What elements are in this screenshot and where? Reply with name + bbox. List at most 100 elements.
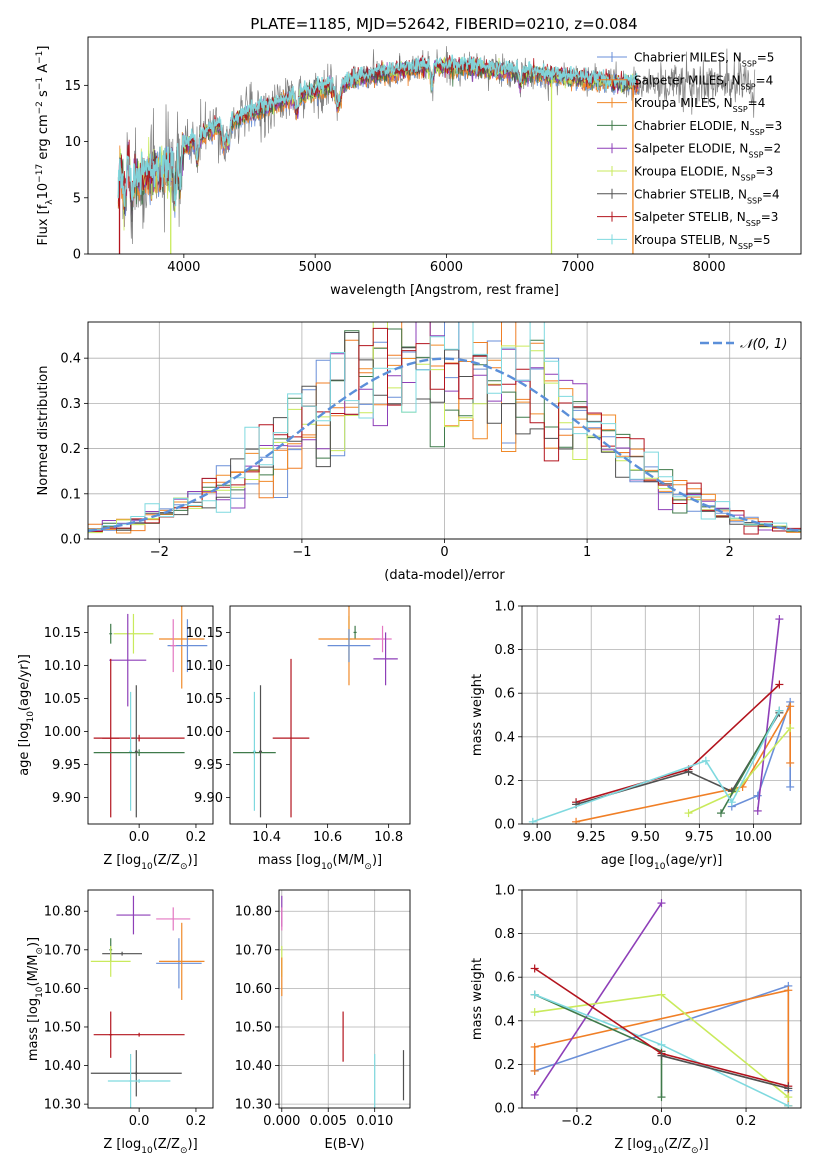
spectrum-lines [117,46,756,254]
y-tick-label: 0.0 [494,818,515,833]
legend-label: Chabrier STELIB, NSSP=4 [634,187,780,205]
series-marker [530,1090,539,1099]
axes-frame [229,605,411,825]
errorbar-point [109,1011,113,1058]
y-tick-label: 10.30 [235,1098,272,1113]
series-line [688,727,791,814]
y-tick-label: 0.8 [494,643,515,658]
y-tick-label: 9.90 [52,791,81,806]
y-tick-label: 10.70 [44,943,81,958]
series-marker [530,990,539,999]
errorbar-point [129,691,133,811]
series-marker [528,817,537,824]
x-tick-label: 0.005 [310,1114,347,1129]
spectrum-legend: Chabrier MILES, NSSP=5 Salpeter MILES, NS… [597,51,782,251]
series-marker [775,706,784,715]
errorbar-point [109,623,113,644]
series-line [533,989,790,1106]
series-marker [701,756,710,765]
legend-label: Chabrier ELODIE, NSSP=3 [634,119,782,137]
series-marker [786,702,795,711]
series-line [575,712,781,806]
y-axis-label: mass [log10(M/M⊙)] [26,937,45,1061]
legend-label: Kroupa STELIB, NSSP=5 [634,233,771,251]
x-tick-label: 8000 [693,260,726,275]
spectrum-panel: 4000 5000 6000 7000 8000 0 5 10 15 Chabrier MILES… [35,36,802,298]
legend-label: 𝒩(0, 1) [740,337,787,352]
series-marker [572,817,581,824]
errorbar-point [258,685,263,818]
x-axis-label: Z [log10(Z/Z⊙)] [614,1137,708,1156]
errorbar-point [109,613,147,707]
y-tick-label: 10.80 [44,905,81,920]
series-marker [530,1008,539,1017]
x-tick-label: 9.75 [685,830,714,845]
errorbar-point [93,734,185,742]
series-marker [727,798,736,807]
figure-title: PLATE=1185, MJD=52642, FIBERID=0210, z=0… [250,15,637,33]
errorbar-point [159,922,205,1000]
series-marker [530,964,539,973]
axes-frame [87,605,214,825]
series-line [661,1054,789,1090]
y-tick-label: 0.6 [494,687,515,702]
x-tick-label: 6000 [430,260,463,275]
y-tick-label: 10.80 [235,905,272,920]
y-tick-label: 0.3 [60,397,81,412]
series-marker [657,1051,666,1060]
series-marker [784,1084,793,1093]
y-tick-label: 0.4 [494,1014,515,1029]
model-spectrum-kroupa-stelib [117,54,638,207]
x-tick-label: 9.25 [577,830,606,845]
errorbar-point [252,691,256,811]
y-tick-label: 10.15 [186,626,223,641]
series-marker [786,782,795,791]
x-tick-label: 9.50 [631,830,660,845]
age-vs-Z-panel: 0.0 0.2 9.90 9.95 10.00 10.05 10.10 10.15 Z [log… [17,605,214,872]
series-marker [753,806,762,815]
series-marker [684,767,693,776]
errorbar-point [102,951,142,956]
series-marker [775,680,784,689]
x-axis-label: age [log10(age/yr)] [601,853,723,872]
series-marker [530,1066,539,1075]
normal-reference-curve [88,357,801,533]
y-tick-label: 10.30 [44,1098,81,1113]
axes-frame [521,605,802,825]
series-marker [786,758,795,767]
axes-frame [278,889,411,1109]
age-vs-mass-panel: 10.4 10.6 10.8 9.90 9.95 10.00 10.05 10.10 10.15… [186,605,411,872]
residuals-panel: −2 −1 0 1 2 0.0 0.1 0.2 0.3 0.4 𝒩(0, 1) (data-model… [36,321,802,583]
x-tick-label: 0.2 [736,1114,757,1129]
y-tick-label: 10.10 [186,659,223,674]
model-spectrum-chabrier-miles [117,60,639,227]
axes-frame [87,889,214,1109]
y-tick-label: 1.0 [494,884,515,899]
y-tick-label: 0.8 [494,927,515,942]
y-tick-label: 10.00 [44,725,81,740]
y-tick-label: 9.95 [52,758,81,773]
series-line [534,902,663,1096]
residual-histograms [88,322,801,536]
y-tick-label: 0.4 [494,730,515,745]
series-marker [657,899,666,908]
series-marker [784,986,793,995]
errorbar-point [353,625,357,640]
series-marker [753,791,762,800]
errorbar-point [113,613,154,654]
y-axis-label: mass weight [470,674,485,756]
y-tick-label: 10.60 [44,982,81,997]
errorbar-points [93,606,208,818]
mass-vs-Z-panel: 0.0 0.2 10.30 10.40 10.50 10.60 10.70 10.80 Z [l… [26,889,214,1156]
x-tick-label: 2 [726,545,734,560]
y-tick-label: 0.2 [60,442,81,457]
x-tick-label: −2 [150,545,169,560]
axes-frame [87,321,802,540]
errorbar-point [134,1050,138,1097]
series-marker [657,1093,666,1102]
series-marker [786,724,795,733]
legend-label: Kroupa ELODIE, NSSP=3 [634,165,773,183]
errorbar-point [93,749,185,756]
errorbar-points [281,895,405,1108]
y-tick-label: 10.00 [186,725,223,740]
